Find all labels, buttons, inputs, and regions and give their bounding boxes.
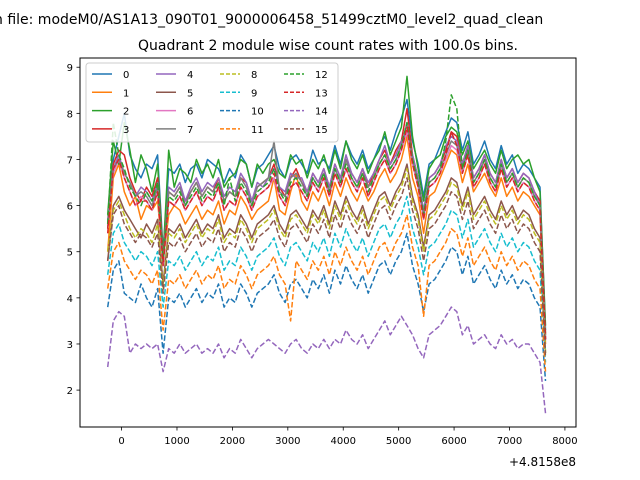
y-tick-label: 9	[67, 63, 73, 74]
x-tick-label: 8000	[552, 436, 577, 447]
legend-label: 7	[187, 125, 193, 136]
x-tick-label: 0	[118, 436, 124, 447]
x-tick-label: 6000	[441, 436, 466, 447]
legend-label: 5	[187, 88, 193, 99]
legend-label: 1	[123, 88, 129, 99]
x-tick-label: 7000	[497, 436, 522, 447]
legend-label: 11	[251, 125, 264, 136]
series-line-5	[106, 163, 547, 354]
legend-label: 15	[315, 125, 328, 136]
legend-label: 2	[123, 107, 129, 118]
legend-box	[85, 62, 339, 143]
series-line-4	[106, 131, 547, 340]
y-axis: 2 3 4 5 6 7 8 9	[67, 63, 80, 397]
figure-suptitle: n file: modeM0/AS1A13_090T01_9000006458_…	[0, 12, 543, 28]
legend-label: 8	[251, 70, 257, 81]
legend-label: 14	[315, 107, 328, 118]
y-tick-label: 3	[67, 340, 73, 351]
series-line-15	[106, 177, 547, 358]
legend-label: 4	[187, 70, 193, 81]
series-line-8	[106, 167, 547, 354]
y-tick-label: 2	[67, 386, 73, 397]
x-tick-label: 5000	[386, 436, 411, 447]
series-line-13	[106, 126, 547, 340]
axes-frame	[79, 57, 577, 428]
legend-label: 0	[123, 70, 129, 81]
series-line-2	[106, 75, 547, 326]
series-line-10	[106, 232, 547, 381]
y-tick-label: 4	[67, 294, 73, 305]
series-line-12	[106, 94, 547, 335]
x-tick-label: 3000	[275, 436, 300, 447]
legend-label: 9	[251, 88, 257, 99]
y-tick-label: 8	[67, 109, 73, 120]
legend-label: 12	[315, 70, 328, 81]
y-tick-label: 6	[67, 202, 73, 213]
legend-label: 10	[251, 107, 264, 118]
plot-area	[106, 75, 547, 414]
x-offset-label: +4.8158e8	[509, 455, 576, 469]
legend-label: 13	[315, 88, 328, 99]
series-line-1	[106, 135, 547, 345]
y-tick-label: 7	[67, 155, 73, 166]
x-axis: 0 1000 2000 3000 4000 5000 6000 7000 8000	[118, 427, 578, 447]
x-tick-label: 4000	[331, 436, 356, 447]
series-line-9	[106, 195, 547, 363]
series-line-11	[106, 214, 547, 372]
legend-label: 6	[187, 107, 193, 118]
y-tick-label: 5	[67, 248, 73, 259]
chart-title: Quadrant 2 module wise count rates with …	[138, 38, 518, 54]
x-tick-label: 1000	[164, 436, 189, 447]
x-tick-label: 2000	[220, 436, 245, 447]
legend-label: 3	[123, 125, 129, 136]
